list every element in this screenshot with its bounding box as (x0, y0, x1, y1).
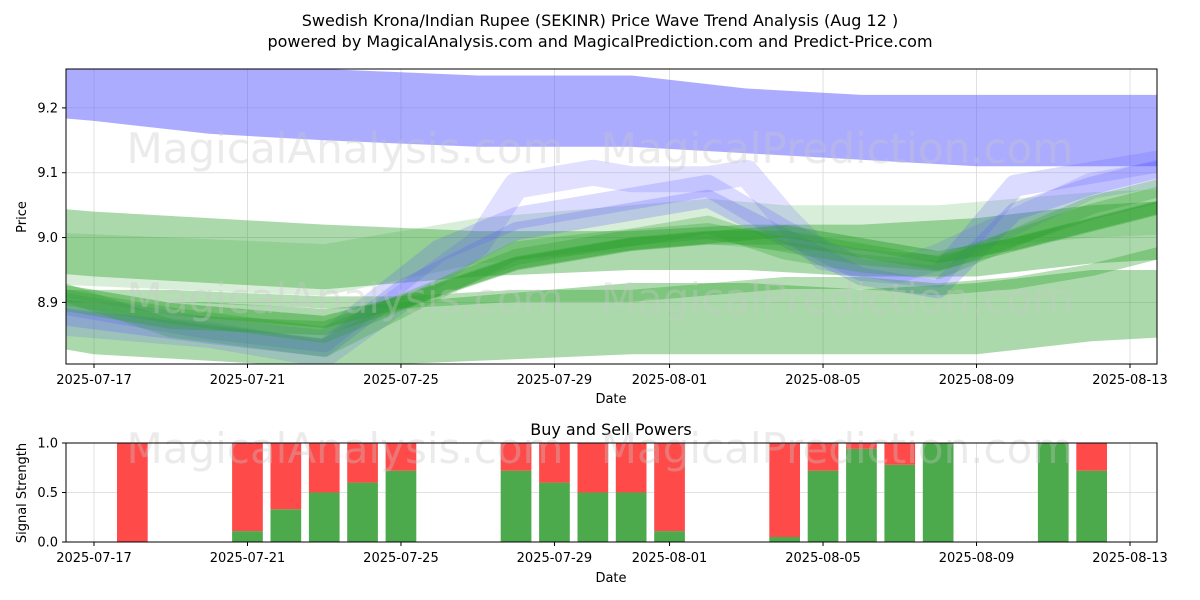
sell-bar (846, 443, 877, 449)
buy-bar (769, 537, 800, 542)
main-x-tick-label: 2025-07-29 (517, 373, 593, 388)
main-y-tick-label: 9.0 (37, 231, 58, 246)
trend-band (66, 201, 1157, 290)
buy-bar (654, 531, 685, 542)
bar-x-tick-label: 2025-08-09 (939, 551, 1015, 566)
buy-bar (615, 492, 647, 542)
sell-bar (347, 443, 378, 483)
main-axis-ticks: 2025-07-17 2025-07-21 2025-07-25 2025-07-29… (37, 101, 1167, 388)
watermark-left-2: MagicalAnalysis.com (127, 274, 564, 323)
watermark-right-2: MagicalPrediction.com (601, 274, 1074, 323)
buy-bar (232, 531, 263, 542)
sell-bar (1076, 443, 1107, 471)
buy-bar (922, 443, 954, 542)
buy-sell-chart: Buy and Sell Powers MagicalAnalysis.com … (15, 420, 1168, 586)
watermark-bar-left: MagicalAnalysis.com (127, 424, 564, 473)
sell-bar (615, 443, 647, 493)
wave-line (66, 150, 1157, 353)
main-y-axis-label: Price (15, 201, 30, 233)
sell-bar (385, 443, 417, 471)
wave-line (66, 247, 1157, 309)
main-x-tick-label: 2025-08-09 (939, 373, 1015, 388)
main-x-axis-label: Date (595, 392, 626, 407)
bar-x-tick-label: 2025-07-21 (210, 551, 286, 566)
bar-x-tick-label: 2025-07-29 (517, 551, 593, 566)
wave-line (66, 159, 1157, 357)
sell-bar (884, 443, 916, 465)
chart-title: Swedish Krona/Indian Rupee (SEKINR) Pric… (302, 11, 898, 30)
sell-bar (117, 443, 148, 542)
buy-bar (846, 448, 877, 542)
sell-bar (577, 443, 609, 493)
main-y-tick-label: 8.9 (37, 296, 58, 311)
main-plot-area (66, 69, 1157, 364)
buy-bar (500, 470, 532, 542)
bar-y-axis-label: Signal Strength (15, 443, 30, 543)
buy-bar (1037, 443, 1069, 542)
watermark-bar-right: MagicalPrediction.com (601, 424, 1074, 473)
sell-bar (232, 443, 263, 532)
watermark-left: MagicalAnalysis.com (127, 124, 564, 173)
sell-bar (539, 443, 570, 483)
main-x-tick-label: 2025-07-17 (56, 373, 132, 388)
buy-bar (385, 470, 417, 542)
wave-line (66, 201, 1157, 328)
main-x-tick-label: 2025-08-13 (1092, 373, 1168, 388)
bar-x-tick-label: 2025-08-13 (1092, 551, 1168, 566)
wave-line (66, 179, 1157, 357)
buy-bar (308, 492, 340, 542)
sell-bar (270, 443, 302, 510)
price-wave-chart: MagicalAnalysis.com MagicalPrediction.co… (15, 68, 1168, 407)
main-y-tick-label: 9.1 (37, 166, 58, 181)
bar-y-tick-label: 0.0 (37, 536, 58, 551)
buy-bar (270, 509, 302, 542)
main-x-tick-label: 2025-08-05 (785, 373, 861, 388)
main-frame (65, 68, 1158, 365)
chart-subtitle: powered by MagicalAnalysis.com and Magic… (267, 32, 932, 51)
sell-bar (654, 443, 685, 532)
bar-x-tick-label: 2025-08-01 (632, 551, 708, 566)
sell-bar (807, 443, 839, 471)
wave-line (66, 159, 1157, 364)
trend-band (66, 270, 1157, 364)
trend-band (66, 189, 1157, 296)
main-y-tick-label: 9.2 (37, 101, 58, 116)
buy-bar (577, 492, 609, 542)
bar-x-tick-label: 2025-08-05 (785, 551, 861, 566)
sell-bar (500, 443, 532, 471)
wave-line (66, 186, 1157, 343)
sell-bar (308, 443, 340, 493)
buy-bar (1076, 470, 1107, 542)
sell-bar (769, 443, 800, 537)
bar-y-tick-label: 1.0 (37, 437, 58, 452)
wave-line (66, 200, 1157, 336)
buy-bar (347, 482, 378, 542)
main-x-tick-label: 2025-07-21 (210, 373, 286, 388)
buy-bar (807, 470, 839, 542)
main-x-tick-label: 2025-08-01 (632, 373, 708, 388)
trend-band (66, 69, 1157, 167)
bar-y-tick-label: 0.5 (37, 486, 58, 501)
watermark-right: MagicalPrediction.com (601, 124, 1074, 173)
buy-bar (539, 482, 570, 542)
bar-x-tick-label: 2025-07-17 (56, 551, 132, 566)
main-x-tick-label: 2025-07-25 (363, 373, 439, 388)
bar-plot-area (117, 443, 1107, 542)
bar-chart-title: Buy and Sell Powers (530, 420, 692, 439)
buy-bar (884, 464, 916, 542)
bar-x-tick-label: 2025-07-25 (363, 551, 439, 566)
bar-axis-ticks: 2025-07-17 2025-07-21 2025-07-25 2025-07-29… (37, 437, 1167, 567)
bar-x-axis-label: Date (595, 571, 626, 586)
